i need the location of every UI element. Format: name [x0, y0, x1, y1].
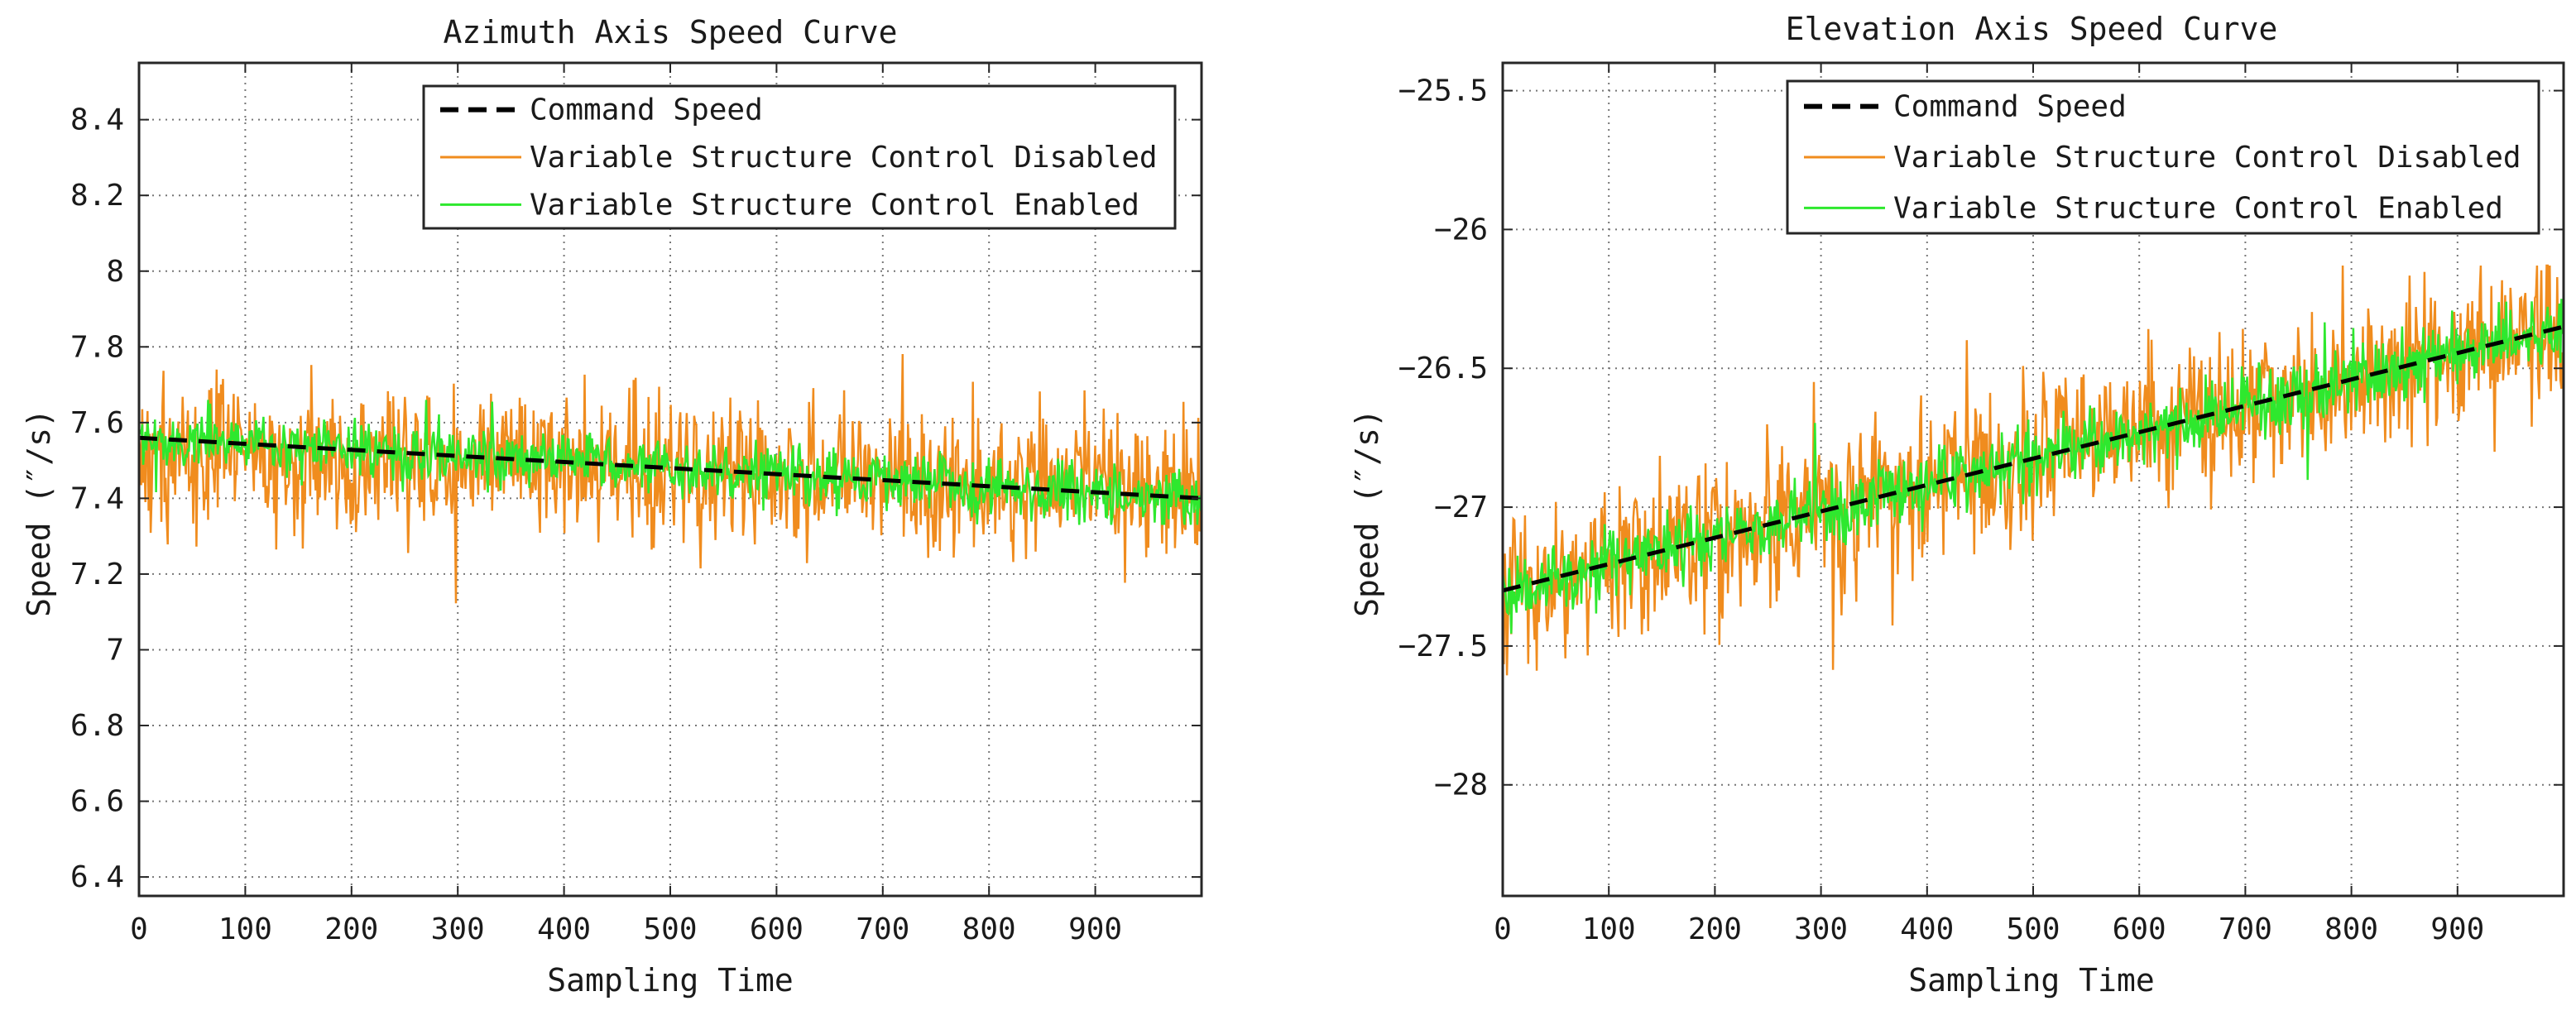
azimuth-xtick-label-5: 500	[643, 912, 697, 946]
azimuth-chart: Azimuth Axis Speed Curve Sampling Time S…	[21, 14, 1203, 998]
azimuth-ytick-label-3: 7	[106, 633, 124, 667]
azimuth-legend-label-disabled: Variable Structure Control Disabled	[530, 141, 1158, 175]
elevation-xtick-label-9: 900	[2430, 912, 2484, 946]
azimuth-legend-label-enabled: Variable Structure Control Enabled	[530, 188, 1139, 222]
elevation-xtick-label-0: 0	[1494, 912, 1512, 946]
azimuth-ytick-label-6: 7.6	[70, 406, 124, 440]
azimuth-ytick-label-8: 8	[106, 255, 124, 289]
azimuth-series-enabled	[139, 400, 1202, 525]
elevation-ytick-label-3: −26.5	[1398, 352, 1488, 385]
azimuth-ytick-label-4: 7.2	[70, 558, 124, 591]
elevation-ytick-label-4: −26	[1434, 213, 1488, 247]
elevation-xtick-label-2: 200	[1688, 912, 1742, 946]
elevation-xtick-label-3: 300	[1794, 912, 1848, 946]
elevation-legend-label-enabled: Variable Structure Control Enabled	[1893, 191, 2503, 225]
elevation-xtick-label-4: 400	[1900, 912, 1954, 946]
azimuth-xtick-label-9: 900	[1068, 912, 1122, 946]
azimuth-ytick-label-10: 8.4	[70, 103, 124, 137]
azimuth-xtick-label-2: 200	[324, 912, 378, 946]
elevation-ytick-label-5: −25.5	[1398, 74, 1488, 108]
elevation-xtick-label-5: 500	[2006, 912, 2060, 946]
azimuth-xtick-label-8: 800	[962, 912, 1016, 946]
azimuth-ytick-label-5: 7.4	[70, 481, 124, 515]
azimuth-y-axis-label: Speed (″/s)	[21, 409, 57, 617]
elevation-xtick-label-8: 800	[2324, 912, 2378, 946]
azimuth-ytick-label-9: 8.2	[70, 179, 124, 213]
azimuth-chart-title: Azimuth Axis Speed Curve	[443, 14, 897, 50]
elevation-ytick-label-1: −27.5	[1398, 630, 1488, 663]
elevation-x-axis-label: Sampling Time	[1908, 962, 2154, 998]
elevation-y-axis-label: Speed (″/s)	[1349, 409, 1385, 617]
elevation-legend-box	[1786, 79, 2540, 235]
azimuth-ytick-label-2: 6.8	[70, 709, 124, 743]
elevation-chart: Elevation Axis Speed Curve Sampling Time…	[1349, 11, 2565, 998]
elevation-chart-title: Elevation Axis Speed Curve	[1786, 11, 2278, 47]
elevation-ytick-label-0: −28	[1434, 769, 1488, 802]
azimuth-ytick-label-0: 6.4	[70, 860, 124, 894]
azimuth-legend-label-command: Command Speed	[530, 93, 763, 127]
azimuth-legend-box	[422, 84, 1177, 230]
azimuth-xtick-label-4: 400	[537, 912, 591, 946]
azimuth-xtick-label-3: 300	[431, 912, 485, 946]
elevation-legend-label-disabled: Variable Structure Control Disabled	[1893, 141, 2521, 175]
azimuth-ytick-label-1: 6.6	[70, 785, 124, 819]
elevation-xtick-label-6: 600	[2113, 912, 2166, 946]
azimuth-xtick-label-0: 0	[130, 912, 148, 946]
azimuth-xtick-label-6: 600	[750, 912, 804, 946]
elevation-xtick-label-7: 700	[2219, 912, 2272, 946]
azimuth-xtick-label-1: 100	[218, 912, 272, 946]
elevation-ytick-label-2: −27	[1434, 491, 1488, 524]
azimuth-xtick-label-7: 700	[856, 912, 909, 946]
elevation-series-command	[1503, 324, 2564, 593]
azimuth-ytick-label-7: 7.8	[70, 330, 124, 364]
azimuth-x-axis-label: Sampling Time	[547, 962, 793, 998]
elevation-series-enabled	[1503, 299, 2564, 634]
elevation-legend-label-command: Command Speed	[1893, 90, 2127, 124]
elevation-xtick-label-1: 100	[1582, 912, 1636, 946]
